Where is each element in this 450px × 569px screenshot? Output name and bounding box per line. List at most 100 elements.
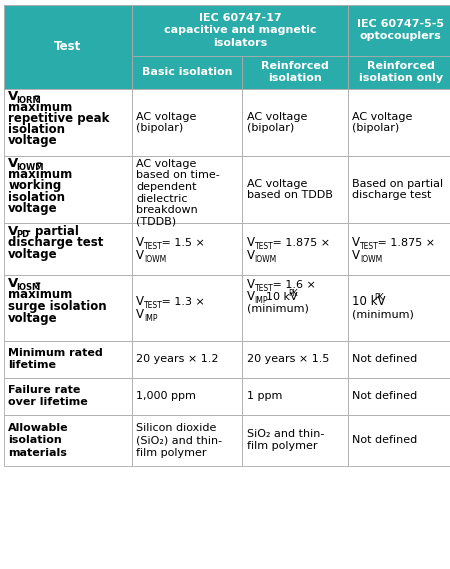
Text: AC voltage: AC voltage [247, 112, 307, 122]
Text: –: – [35, 158, 41, 170]
Text: PD: PD [17, 230, 30, 240]
Text: AC voltage: AC voltage [136, 112, 197, 122]
Text: Based on partial: Based on partial [352, 179, 444, 189]
Text: Not defined: Not defined [352, 354, 418, 364]
Text: TEST: TEST [144, 301, 163, 310]
Text: TEST: TEST [144, 242, 163, 251]
Text: Silicon dioxide: Silicon dioxide [136, 423, 217, 434]
Text: IEC 60747-17
capacitive and magnetic
isolators: IEC 60747-17 capacitive and magnetic iso… [164, 13, 316, 48]
Text: (minimum): (minimum) [352, 310, 414, 319]
Text: PK: PK [288, 288, 297, 298]
Text: (bipolar): (bipolar) [247, 122, 294, 133]
Text: TEST: TEST [255, 242, 274, 251]
Text: (TDDB): (TDDB) [136, 217, 176, 227]
Bar [132, 275, 242, 341]
Text: = 1.5 ×: = 1.5 × [158, 238, 205, 248]
Bar [132, 378, 242, 415]
Text: TEST: TEST [255, 284, 274, 293]
Text: isolation: isolation [8, 191, 65, 204]
Text: working: working [8, 179, 61, 192]
Text: Failure rate: Failure rate [8, 385, 81, 395]
Text: Test: Test [54, 40, 81, 53]
Bar [348, 415, 450, 466]
Text: voltage: voltage [8, 201, 58, 215]
Text: 1 ppm: 1 ppm [247, 391, 282, 401]
Text: Reinforced
isolation only: Reinforced isolation only [359, 61, 443, 84]
Bar [132, 5, 348, 56]
Text: Not defined: Not defined [352, 391, 418, 401]
Bar [4, 378, 132, 415]
Text: V: V [352, 249, 360, 262]
Text: Reinforced
isolation: Reinforced isolation [261, 61, 329, 84]
Text: 20 years × 1.2: 20 years × 1.2 [136, 354, 219, 364]
Text: –: – [33, 90, 39, 103]
Text: lifetime: lifetime [8, 360, 56, 370]
Text: IOWM: IOWM [17, 163, 44, 172]
Bar [242, 415, 348, 466]
Text: based on TDDB: based on TDDB [247, 189, 333, 200]
Text: IMP: IMP [255, 296, 268, 305]
Text: materials: materials [8, 447, 67, 457]
Text: dependent: dependent [136, 182, 197, 192]
Text: (SiO₂) and thin-: (SiO₂) and thin- [136, 435, 222, 446]
Bar [348, 89, 450, 156]
Bar [242, 341, 348, 378]
Bar [348, 223, 450, 275]
Text: 1,000 ppm: 1,000 ppm [136, 391, 196, 401]
Text: IOWM: IOWM [255, 255, 277, 264]
Text: = 1.875 ×: = 1.875 × [374, 238, 436, 248]
Bar [348, 341, 450, 378]
Text: film polymer: film polymer [247, 442, 317, 451]
Text: IOSM: IOSM [17, 283, 41, 292]
Text: –: – [34, 277, 40, 290]
Text: isolation: isolation [8, 435, 62, 446]
Text: discharge test: discharge test [352, 189, 432, 200]
Text: voltage: voltage [8, 312, 58, 324]
Bar [348, 5, 450, 56]
Bar [242, 275, 348, 341]
Text: V: V [8, 158, 18, 170]
Text: V: V [352, 236, 360, 249]
Bar [4, 223, 132, 275]
Bar [132, 56, 242, 89]
Text: Basic isolation: Basic isolation [142, 67, 232, 77]
Text: AC voltage: AC voltage [247, 179, 307, 189]
Text: voltage: voltage [8, 134, 58, 147]
Bar [242, 378, 348, 415]
Text: AC voltage: AC voltage [352, 112, 413, 122]
Bar [242, 223, 348, 275]
Bar [348, 56, 450, 89]
Bar [4, 5, 132, 89]
Bar [4, 275, 132, 341]
Text: PK: PK [374, 293, 383, 302]
Text: (bipolar): (bipolar) [352, 122, 400, 133]
Text: IORM: IORM [17, 96, 41, 105]
Text: repetitive peak: repetitive peak [8, 112, 109, 125]
Text: over lifetime: over lifetime [8, 397, 88, 407]
Text: IOWM: IOWM [360, 255, 382, 264]
Text: V: V [247, 278, 255, 291]
Bar [242, 89, 348, 156]
Text: based on time-: based on time- [136, 171, 220, 180]
Bar [4, 415, 132, 466]
Text: dielectric: dielectric [136, 193, 188, 204]
Bar [4, 341, 132, 378]
Text: V: V [136, 308, 144, 321]
Text: breakdown: breakdown [136, 205, 198, 215]
Text: AC voltage: AC voltage [136, 159, 197, 169]
Text: IOWM: IOWM [144, 255, 166, 264]
Text: = 1.3 ×: = 1.3 × [158, 297, 205, 307]
Text: Not defined: Not defined [352, 435, 418, 446]
Bar [132, 415, 242, 466]
Text: maximum: maximum [8, 168, 72, 182]
Text: V: V [136, 236, 144, 249]
Text: V: V [136, 249, 144, 262]
Text: V: V [247, 290, 255, 303]
Bar [348, 275, 450, 341]
Text: maximum: maximum [8, 101, 72, 114]
Text: = 1.6 ×: = 1.6 × [269, 279, 315, 290]
Text: IEC 60747-5-5
optocouplers: IEC 60747-5-5 optocouplers [357, 19, 444, 42]
Text: V: V [247, 236, 255, 249]
Text: Allowable: Allowable [8, 423, 69, 434]
Text: isolation: isolation [8, 123, 65, 137]
